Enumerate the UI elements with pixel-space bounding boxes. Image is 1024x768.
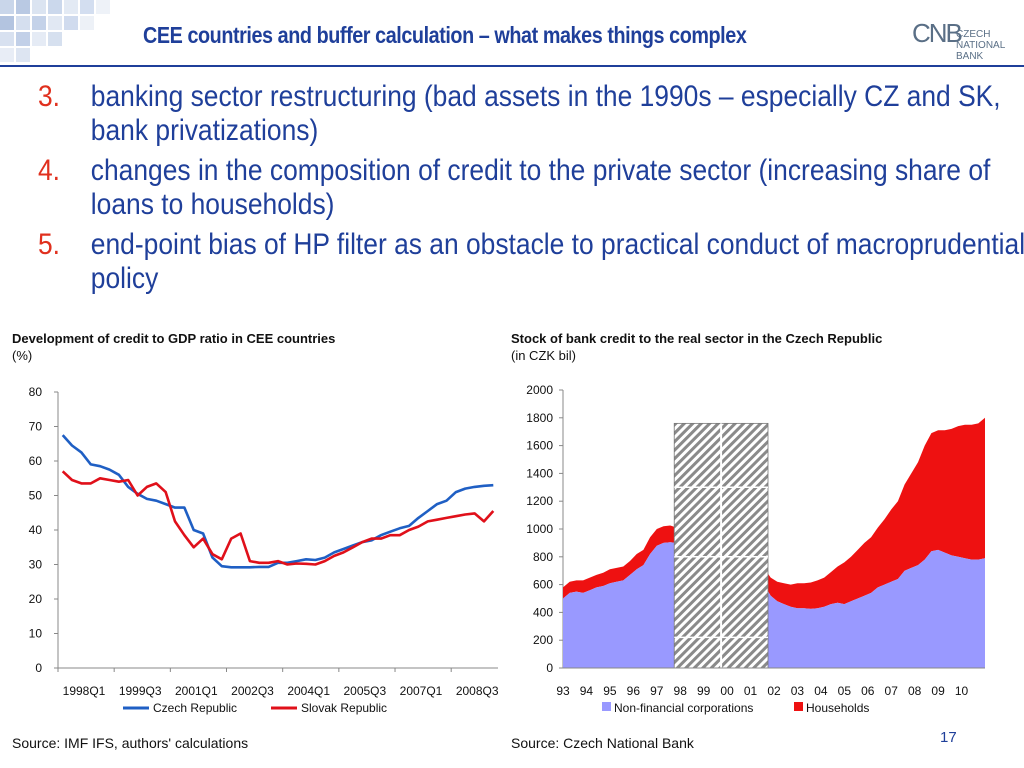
x-tick-label: 03 (791, 684, 805, 698)
x-tick-label: 2007Q1 (400, 684, 443, 698)
y-tick-label: 600 (533, 578, 553, 592)
x-tick-label: 2008Q3 (456, 684, 499, 698)
x-tick-label: 95 (603, 684, 617, 698)
legend-swatch (794, 702, 803, 711)
x-tick-label: 2005Q3 (343, 684, 386, 698)
legend-item: Slovak Republic (271, 701, 387, 715)
y-tick-label: 0 (546, 661, 553, 675)
y-tick-label: 70 (29, 420, 43, 434)
logo-mark: CNB (912, 18, 963, 48)
bullet-text: end-point bias of HP filter as an obstac… (90, 228, 1024, 295)
area-households (563, 417, 985, 609)
y-tick-label: 1600 (526, 439, 553, 453)
cnb-logo: CNB CZECH NATIONAL BANK (912, 18, 1012, 62)
x-tick-label: 00 (720, 684, 734, 698)
legend-item: Households (794, 701, 869, 715)
y-tick-label: 80 (29, 385, 43, 399)
left-chart-header: Development of credit to GDP ratio in CE… (12, 330, 335, 364)
y-tick-label: 1200 (526, 494, 553, 508)
logo-line-1: CZECH (956, 29, 991, 40)
series-line-slovak-republic (61, 470, 495, 566)
x-tick-label: 1999Q3 (119, 684, 162, 698)
bullet-text: changes in the composition of credit to … (90, 154, 991, 221)
x-tick-label: 07 (885, 684, 899, 698)
credit-to-gdp-line-chart: 0 10 20 30 40 50 60 70 80 1998Q1 1999Q3 2001Q1 2002Q… (29, 385, 499, 715)
left-chart-title: Development of credit to GDP ratio in CE… (12, 331, 336, 346)
legend-item: Czech Republic (123, 701, 237, 715)
x-tick-label: 99 (697, 684, 711, 698)
y-tick-label: 800 (533, 550, 553, 564)
legend-label: Slovak Republic (301, 701, 387, 715)
y-tick-label: 1800 (526, 411, 553, 425)
x-tick-label: 04 (814, 684, 828, 698)
left-chart-subtitle: (%) (12, 348, 33, 363)
x-tick-label: 08 (908, 684, 922, 698)
legend-label: Non-financial corporations (614, 701, 753, 715)
bullet-point: 5. end-point bias of HP filter as an obs… (38, 228, 1024, 296)
x-tick-label: 1998Q1 (63, 684, 106, 698)
x-tick-label: 94 (580, 684, 594, 698)
x-tick-label: 01 (744, 684, 758, 698)
bullet-text: banking sector restructuring (bad assets… (90, 80, 1001, 147)
right-chart-subtitle: (in CZK bil) (511, 348, 577, 363)
left-source-note: Source: IMF IFS, authors' calculations (12, 735, 249, 751)
x-tick-label: 97 (650, 684, 664, 698)
bullet-list: 3. banking sector restructuring (bad ass… (38, 80, 1024, 302)
x-tick-label: 06 (861, 684, 875, 698)
bullet-number: 3. (38, 80, 61, 113)
logo-line-2: NATIONAL BANK (956, 40, 1005, 62)
y-tick-label: 20 (29, 592, 43, 606)
x-tick-label: 98 (674, 684, 688, 698)
right-source-note: Source: Czech National Bank (511, 735, 694, 751)
area-non-financial-corporations (563, 542, 985, 668)
x-tick-label: 2004Q1 (287, 684, 330, 698)
y-tick-label: 60 (29, 454, 43, 468)
x-tick-label: 93 (556, 684, 570, 698)
series-line-czech-republic (61, 434, 494, 569)
decorative-tile-pattern (0, 0, 150, 62)
bullet-number: 5. (38, 228, 61, 261)
y-tick-label: 10 (29, 627, 43, 641)
x-tick-label: 05 (838, 684, 852, 698)
x-tick-label: 2002Q3 (231, 684, 274, 698)
x-tick-label: 02 (767, 684, 781, 698)
legend-label: Czech Republic (153, 701, 237, 715)
y-tick-label: 1000 (526, 522, 553, 536)
y-tick-label: 2000 (526, 383, 553, 397)
x-tick-label: 2001Q1 (175, 684, 218, 698)
logo-text: CZECH NATIONAL BANK (956, 29, 1012, 62)
right-chart-header: Stock of bank credit to the real sector … (511, 330, 882, 364)
y-tick-label: 30 (29, 558, 43, 572)
y-tick-label: 40 (29, 523, 43, 537)
y-tick-label: 400 (533, 605, 553, 619)
y-tick-label: 1400 (526, 466, 553, 480)
right-chart-title: Stock of bank credit to the real sector … (511, 331, 883, 346)
x-tick-label: 09 (931, 684, 945, 698)
x-tick-label: 10 (955, 684, 969, 698)
legend-label: Households (806, 701, 869, 715)
title-divider (0, 65, 1024, 67)
y-tick-label: 200 (533, 633, 553, 647)
legend-swatch (602, 702, 611, 711)
bullet-point: 4. changes in the composition of credit … (38, 154, 1024, 222)
bullet-number: 4. (38, 154, 61, 187)
legend-item: Non-financial corporations (602, 701, 753, 715)
bullet-point: 3. banking sector restructuring (bad ass… (38, 80, 1024, 148)
x-tick-label: 96 (627, 684, 641, 698)
y-tick-label: 0 (35, 661, 42, 675)
page-number: 17 (940, 729, 957, 746)
slide-title: CEE countries and buffer calculation – w… (143, 22, 747, 48)
y-tick-label: 50 (29, 489, 43, 503)
